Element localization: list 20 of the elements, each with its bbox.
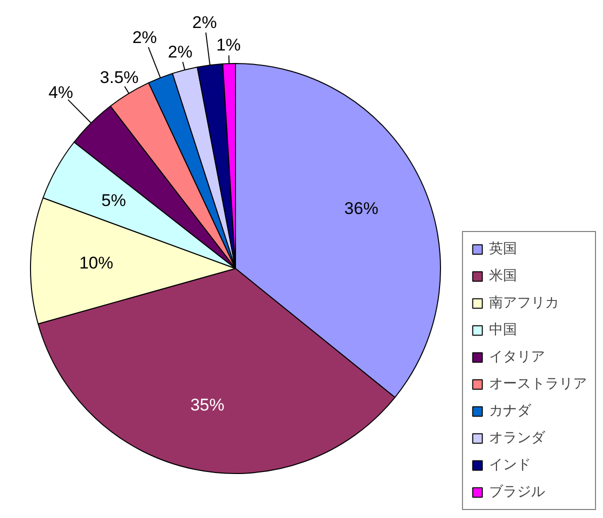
- data-label: 2%: [132, 28, 157, 48]
- legend-label: 南アフリカ: [489, 294, 559, 312]
- legend-label: カナダ: [489, 402, 531, 420]
- legend-label: オランダ: [489, 429, 545, 447]
- legend-label: イタリア: [489, 348, 545, 366]
- legend-label: 中国: [489, 321, 517, 339]
- data-label: 5%: [101, 191, 126, 210]
- data-label: 3.5%: [100, 68, 139, 88]
- legend-label: インド: [489, 456, 531, 474]
- legend-label: オーストラリア: [489, 375, 587, 393]
- legend-label: 米国: [489, 267, 517, 285]
- legend-label: 英国: [489, 240, 517, 258]
- data-label: 35%: [190, 396, 224, 415]
- data-label: 2%: [168, 42, 192, 62]
- data-label: 2%: [192, 12, 217, 32]
- legend-label: ブラジル: [489, 483, 545, 501]
- data-label: 10%: [79, 254, 114, 273]
- data-label: 36%: [344, 198, 378, 218]
- data-label: 4%: [48, 82, 74, 102]
- data-label: 1%: [216, 36, 241, 55]
